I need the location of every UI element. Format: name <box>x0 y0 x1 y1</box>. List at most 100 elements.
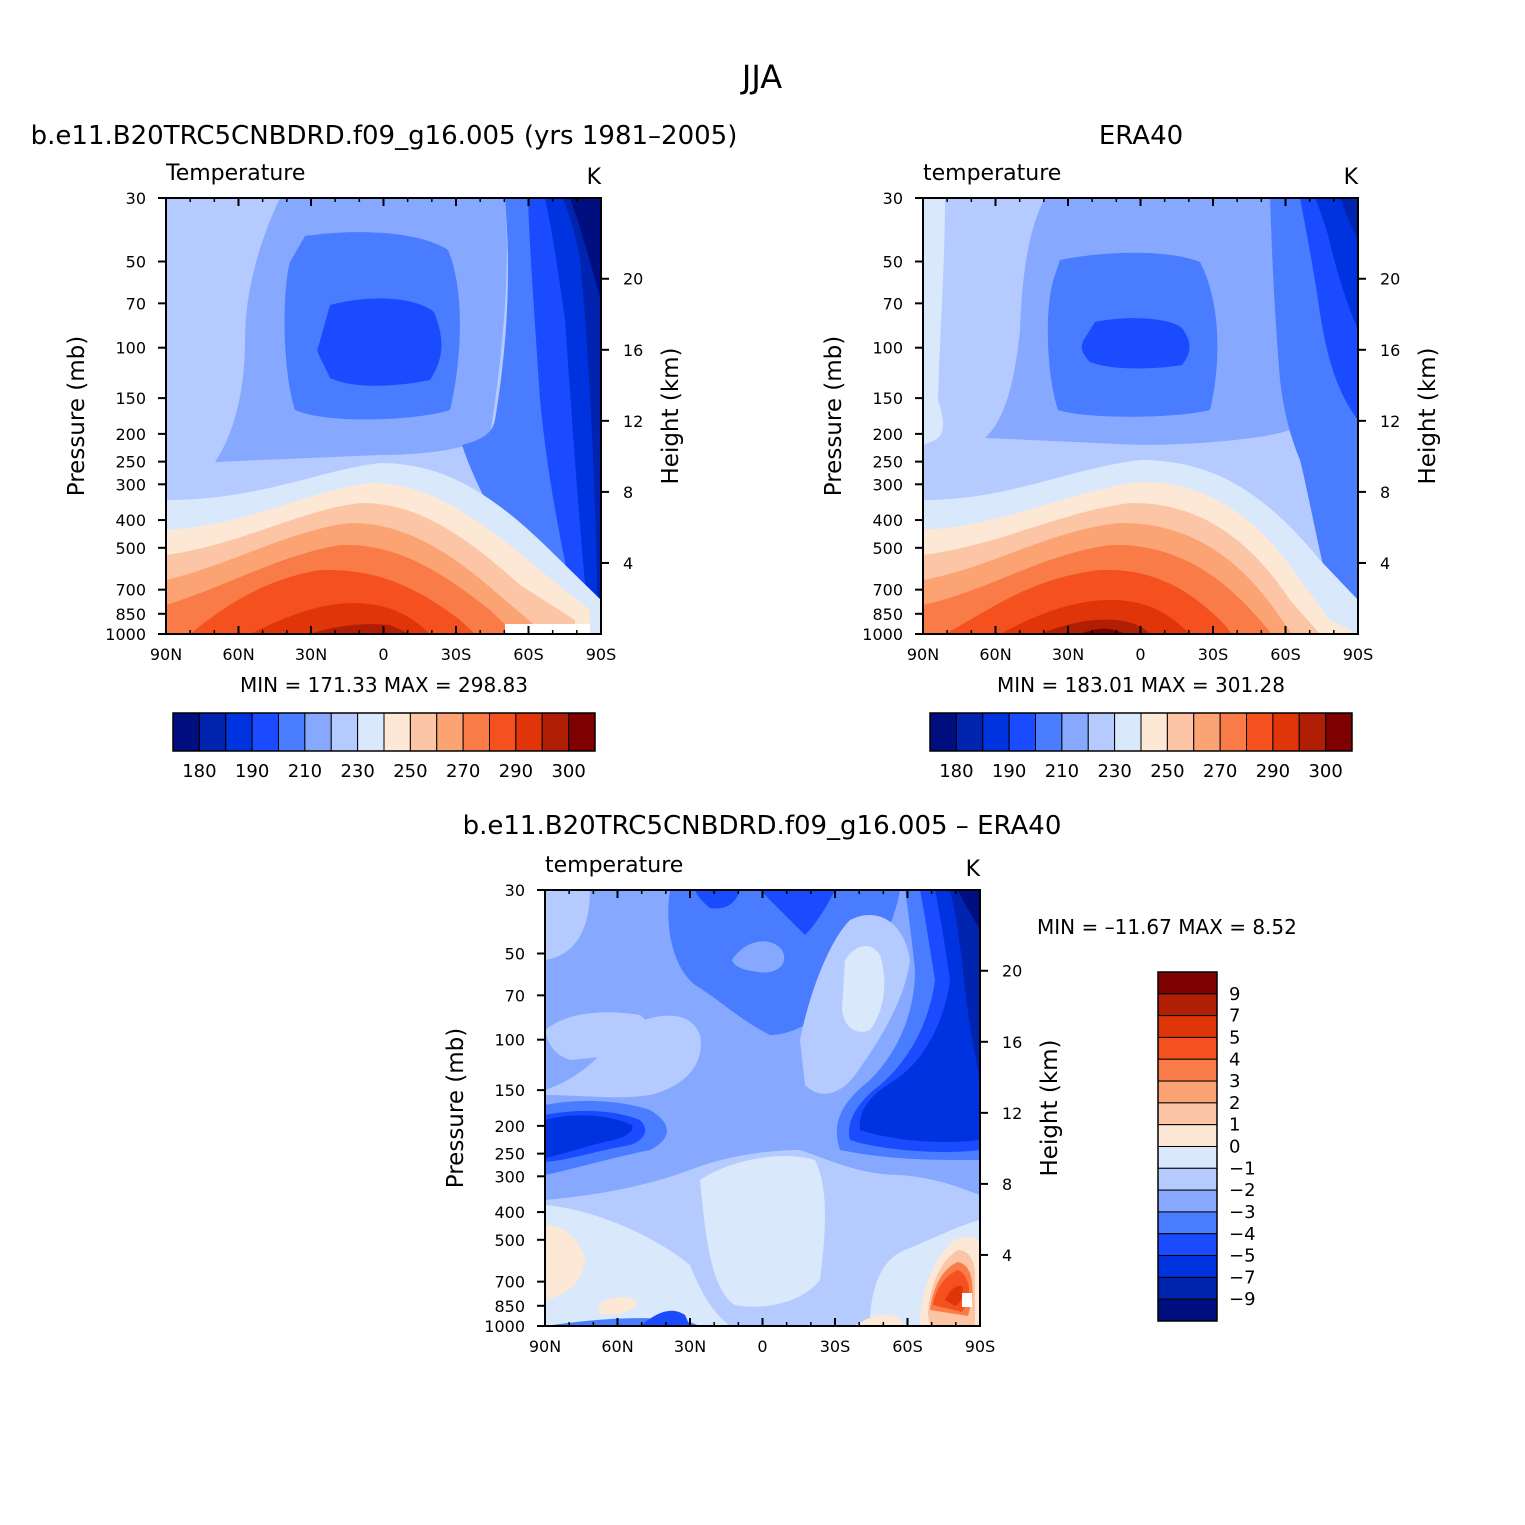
y-tick-label: 400 <box>872 511 903 530</box>
colorbar-swatch <box>929 712 957 752</box>
height-tick-label: 16 <box>1380 341 1400 360</box>
colorbar-swatch <box>357 712 385 752</box>
colorbar-label: 2 <box>1229 1093 1240 1114</box>
colorbar-label: 180 <box>939 761 973 782</box>
height-axis: 4 8 12 16 20 <box>601 270 643 573</box>
y-tick-label: 250 <box>872 453 903 472</box>
x-tick-label: 30S <box>820 1337 851 1356</box>
height-tick-label: 4 <box>623 554 633 573</box>
colorbar-swatch <box>1157 1189 1218 1213</box>
height-tick-label: 12 <box>1380 412 1400 431</box>
colorbar-label: 7 <box>1229 1006 1240 1027</box>
colorbar-swatch <box>1157 1080 1218 1104</box>
variable-label: temperature <box>545 853 683 878</box>
colorbar-label: 290 <box>499 761 533 782</box>
x-axis: 90N 60N 30N 0 30S 60S 90S <box>150 198 616 664</box>
y-tick-label: 850 <box>115 605 146 624</box>
height-tick-label: 20 <box>623 270 643 289</box>
min-max-stats: MIN = 183.01 MAX = 301.28 <box>997 673 1285 697</box>
colorbar-swatch <box>436 712 464 752</box>
colorbar-label: 290 <box>1256 761 1290 782</box>
colorbar-swatch <box>1157 1167 1218 1191</box>
colorbar-swatch <box>1219 712 1247 752</box>
y-tick-label: 50 <box>126 253 146 272</box>
x-tick-label: 0 <box>378 645 388 664</box>
x-tick-label: 90N <box>529 1337 561 1356</box>
colorbar-swatch <box>1087 712 1116 752</box>
colorbar-label: −5 <box>1229 1246 1256 1267</box>
y-tick-label: 30 <box>126 189 146 208</box>
y-tick-label: 250 <box>115 453 146 472</box>
y-tick-label: 500 <box>872 539 903 558</box>
height-tick-label: 4 <box>1380 554 1390 573</box>
colorbar-swatch <box>198 712 227 752</box>
colorbar-swatch <box>172 712 200 752</box>
colorbar-label: 3 <box>1229 1071 1240 1092</box>
height-axis-label: Height (km) <box>658 347 684 484</box>
colorbar-label: −4 <box>1229 1224 1256 1245</box>
colorbar-swatch <box>304 712 332 752</box>
y-tick-label: 100 <box>494 1031 525 1050</box>
colorbar-swatch <box>1298 712 1327 752</box>
y-tick-label: 850 <box>494 1297 525 1316</box>
y-tick-label: 1000 <box>484 1317 525 1336</box>
colorbar-swatch <box>1114 712 1142 752</box>
colorbar-swatch <box>1157 1276 1218 1300</box>
height-tick-label: 20 <box>1380 270 1400 289</box>
panel-title: ERA40 <box>1099 121 1183 151</box>
colorbar-swatch <box>1157 993 1218 1017</box>
x-tick-label: 90N <box>150 645 182 664</box>
panel-era40: ERA40 temperature K 30507010015020025030… <box>821 121 1441 782</box>
x-tick-label: 60N <box>222 645 254 664</box>
y-tick-label: 100 <box>115 339 146 358</box>
colorbar-swatch <box>1035 712 1063 752</box>
y-tick-label: 50 <box>505 945 525 964</box>
colorbar-label: 250 <box>393 761 427 782</box>
y-tick-label: 150 <box>115 389 146 408</box>
y-tick-label: 150 <box>494 1081 525 1100</box>
colorbar-label: 300 <box>1308 761 1342 782</box>
colorbar-frame <box>172 712 596 752</box>
x-tick-label: 0 <box>1135 645 1145 664</box>
panel-title: b.e11.B20TRC5CNBDRD.f09_g16.005 – ERA40 <box>463 811 1062 841</box>
colorbar-label: 210 <box>1045 761 1079 782</box>
height-tick-label: 16 <box>623 341 643 360</box>
colorbar-label: −9 <box>1229 1289 1256 1310</box>
y-tick-label: 300 <box>115 475 146 494</box>
min-max-stats: MIN = 171.33 MAX = 298.83 <box>240 673 528 697</box>
y-tick-label: 500 <box>115 539 146 558</box>
colorbar-label: 250 <box>1150 761 1184 782</box>
y-tick-label: 700 <box>494 1273 525 1292</box>
y-tick-label: 100 <box>872 339 903 358</box>
colorbar-label: 9 <box>1229 984 1240 1005</box>
colorbar: 180 190 210 230 250 270 290 300 <box>172 712 596 782</box>
x-tick-label: 30N <box>295 645 327 664</box>
colorbar-swatch <box>982 712 1010 752</box>
main-title: JJA <box>740 58 782 96</box>
panel-model: b.e11.B20TRC5CNBDRD.f09_g16.005 (yrs 198… <box>31 121 738 782</box>
colorbar-label: 190 <box>992 761 1026 782</box>
contour-field <box>923 198 1358 634</box>
height-tick-label: 8 <box>623 483 633 502</box>
colorbar-label: −3 <box>1229 1202 1256 1223</box>
colorbar-frame <box>929 712 1353 752</box>
x-tick-label: 60S <box>1270 645 1301 664</box>
colorbar-swatch <box>1157 1211 1218 1235</box>
y-tick-label: 1000 <box>862 625 903 644</box>
units-label: K <box>587 165 602 190</box>
colorbar-label: 180 <box>182 761 216 782</box>
height-axis: 4 8 12 16 20 <box>980 962 1022 1265</box>
y-tick-label: 250 <box>494 1145 525 1164</box>
panel-difference: b.e11.B20TRC5CNBDRD.f09_g16.005 – ERA40 … <box>443 811 1297 1356</box>
x-tick-label: 90S <box>1343 645 1374 664</box>
colorbar-swatch <box>330 712 359 752</box>
colorbar-label: 0 <box>1229 1137 1240 1158</box>
height-axis-label: Height (km) <box>1415 347 1441 484</box>
height-tick-label: 12 <box>623 412 643 431</box>
colorbar-frame <box>1157 971 1218 1322</box>
height-tick-label: 16 <box>1002 1033 1022 1052</box>
colorbar-label: −2 <box>1229 1180 1256 1201</box>
colorbar-swatch <box>515 712 543 752</box>
